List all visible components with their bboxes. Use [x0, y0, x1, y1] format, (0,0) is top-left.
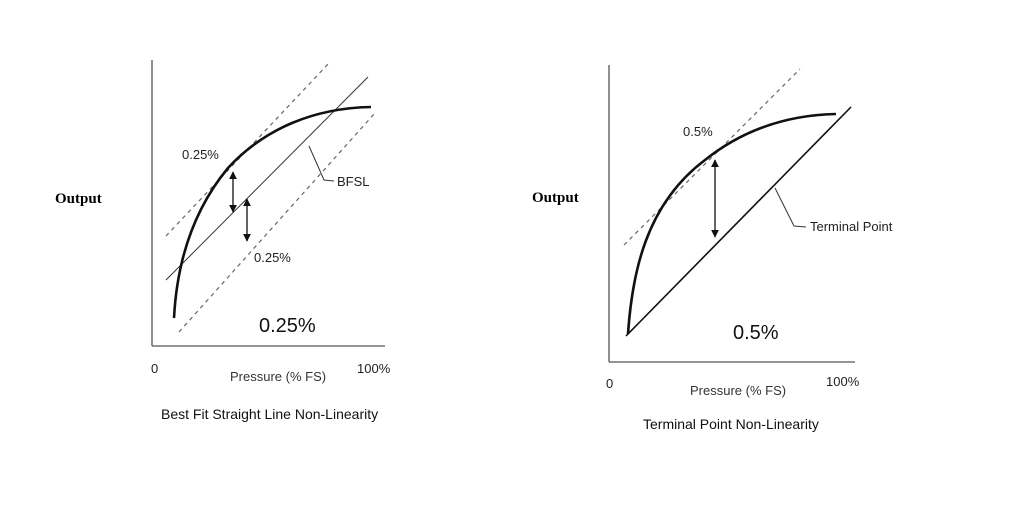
left-bfsl-leader: [308, 145, 335, 182]
right-terminal-leader: [774, 187, 807, 228]
left-diagram: Output 0.25% BFSL 0.25% 0.25% 0 100% Pre…: [55, 60, 391, 422]
left-pct-top: 0.25%: [182, 147, 219, 162]
left-bfsl-label: BFSL: [337, 174, 370, 189]
left-caption: Best Fit Straight Line Non-Linearity: [161, 406, 378, 422]
left-tick-full: 100%: [357, 361, 391, 376]
right-output-label: Output: [532, 190, 579, 206]
left-xaxis-label: Pressure (% FS): [230, 369, 326, 384]
left-big-value: 0.25%: [259, 315, 316, 337]
right-tolerance-line: [623, 68, 801, 246]
right-big-value: 0.5%: [733, 322, 779, 344]
right-terminal-line: [625, 106, 852, 337]
right-terminal-label: Terminal Point: [810, 219, 893, 234]
left-pct-bottom: 0.25%: [254, 250, 291, 265]
right-xaxis-label: Pressure (% FS): [690, 383, 786, 398]
left-lower-tolerance-line: [178, 112, 376, 333]
right-response-curve: [626, 112, 837, 335]
right-caption: Terminal Point Non-Linearity: [643, 416, 819, 432]
right-tick-zero: 0: [606, 376, 613, 391]
right-diagram: Output 0.5% Terminal Point 0.5% 0 100% P…: [532, 65, 893, 432]
left-tick-zero: 0: [151, 361, 158, 376]
right-tick-full: 100%: [826, 374, 860, 389]
right-pct-top: 0.5%: [683, 124, 713, 139]
left-response-curve: [172, 105, 372, 319]
left-output-label: Output: [55, 191, 102, 207]
